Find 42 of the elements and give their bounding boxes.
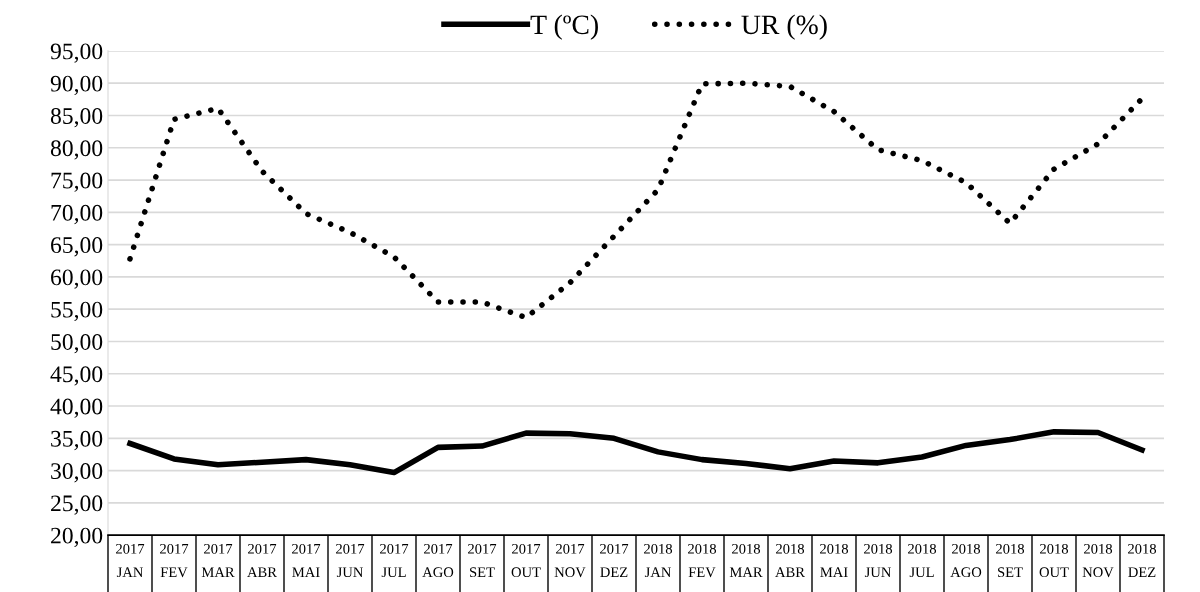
x-tick-label: 2017 NOV (554, 543, 586, 578)
y-tick-label: 70,00 (51, 204, 103, 225)
x-tick-label: 2017 MAR (201, 543, 235, 577)
x-tick-label: 2018 AGO (950, 543, 982, 578)
y-tick-label: 90,00 (50, 75, 103, 96)
x-tick-label: 2017 AGO (422, 543, 454, 578)
x-tick-label: 2017 JUN (336, 543, 365, 578)
y-tick-label: 65,00 (51, 237, 103, 257)
x-tick-label: 2018 FEV (688, 543, 717, 578)
y-tick-label: 85,00 (50, 107, 103, 128)
y-tick-label: 95,00 (50, 43, 103, 63)
y-tick-label: 40,00 (50, 398, 103, 418)
x-tick-label: 2018 SET (996, 543, 1025, 578)
x-tick-label: 2017 OUT (511, 543, 541, 578)
x-tick-label: 2018 JUL (908, 543, 937, 578)
x-tick-label: 2017 DEZ (600, 543, 629, 577)
x-tick-label: 2018 MAR (729, 543, 763, 577)
y-tick-label: 30,00 (51, 463, 103, 483)
x-tick-label: 2017 FEV (160, 543, 189, 578)
y-tick-label: 60,00 (51, 269, 103, 289)
x-tick-label: 2017 JUL (380, 543, 409, 578)
x-tick-label: 2017 ABR (247, 543, 277, 578)
x-tick-label: 2017 SET (468, 543, 497, 578)
x-tick-label: 2018 ABR (775, 543, 805, 578)
legend-label: UR (%) (741, 14, 827, 40)
legend-label: T (ºC) (530, 14, 598, 40)
x-tick-label: 2017 JAN (116, 543, 145, 578)
x-tick-label: 2018 MAI (820, 543, 849, 577)
y-tick-label: 75,00 (51, 172, 103, 192)
x-tick-label: 2018 JUN (864, 543, 893, 578)
y-tick-label: 20,00 (51, 527, 103, 547)
x-tick-label: 2017 MAI (292, 543, 321, 577)
y-tick-label: 35,00 (51, 430, 103, 451)
y-tick-label: 45,00 (50, 366, 103, 386)
y-tick-label: 25,00 (51, 495, 103, 515)
x-tick-label: 2018 JAN (644, 543, 673, 578)
y-tick-label: 80,00 (50, 140, 103, 160)
y-tick-label: 50,00 (51, 333, 103, 354)
y-tick-label: 55,00 (51, 301, 103, 321)
x-tick-label: 2018 OUT (1039, 543, 1069, 578)
x-tick-label: 2018 DEZ (1128, 543, 1157, 577)
x-tick-label: 2018 NOV (1082, 543, 1114, 578)
